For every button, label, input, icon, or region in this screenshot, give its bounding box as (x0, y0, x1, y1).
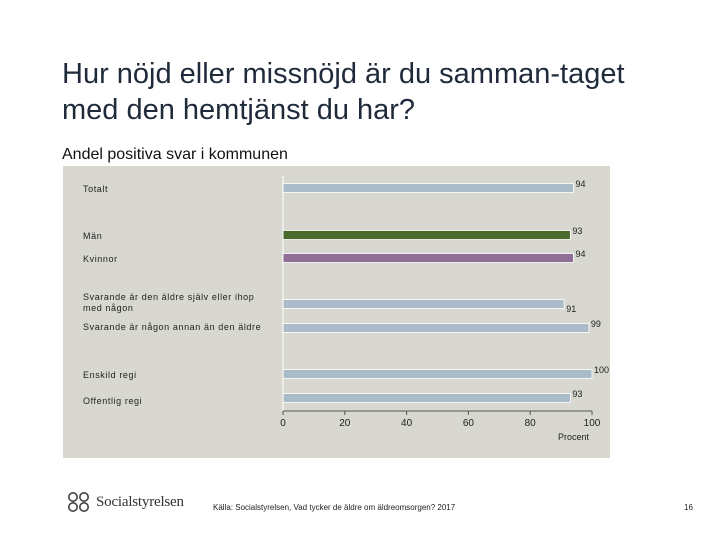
slide-title: Hur nöjd eller missnöjd är du samman-tag… (62, 58, 625, 126)
category-label: Kvinnor (83, 254, 118, 264)
x-tick-label: 100 (584, 418, 601, 429)
bar (282, 183, 574, 193)
category-label: Svarande är den äldre själv eller ihop me… (83, 292, 254, 313)
socialstyrelsen-logo: Socialstyrelsen (66, 488, 184, 516)
chart-panel: Totalt Män Kvinnor Svarande är den äldre sj… (63, 166, 610, 458)
logo-icon (68, 492, 89, 512)
category-label: Offentlig regi (83, 396, 142, 406)
category-label: Män (83, 231, 102, 241)
page-number: 16 (684, 503, 693, 512)
category-label: Enskild regi (83, 370, 137, 380)
x-tick-label: 60 (463, 418, 475, 429)
bar (282, 393, 571, 403)
x-tick-label: 80 (525, 418, 537, 429)
bar (282, 369, 593, 379)
data-label: 94 (575, 249, 585, 259)
x-axis-title: Procent (558, 432, 590, 442)
data-label: 93 (572, 226, 582, 236)
data-label: 91 (566, 304, 576, 314)
source-note: Källa: Socialstyrelsen, Vad tycker de äl… (213, 503, 456, 512)
data-label: 99 (591, 319, 601, 329)
bar-chart: Totalt Män Kvinnor Svarande är den äldre sj… (83, 176, 609, 442)
category-label: Svarande är någon annan än den äldre (83, 322, 261, 332)
bar (282, 299, 565, 309)
data-label: 93 (572, 389, 582, 399)
category-label: Totalt (83, 184, 108, 194)
data-label: 100 (594, 365, 609, 375)
bar (282, 230, 571, 240)
logo-text: Socialstyrelsen (96, 493, 184, 510)
x-tick-label: 20 (339, 418, 351, 429)
x-tick-label: 40 (401, 418, 413, 429)
chart-subtitle: Andel positiva svar i kommunen (62, 146, 288, 163)
x-tick-label: 0 (280, 418, 286, 429)
data-label: 94 (575, 179, 585, 189)
bar (282, 323, 590, 333)
bar (282, 253, 574, 263)
